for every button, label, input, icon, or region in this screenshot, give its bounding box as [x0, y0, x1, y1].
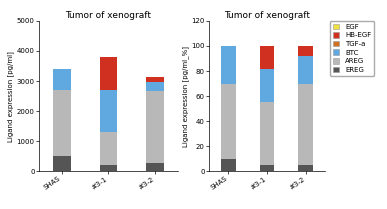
Bar	[99, 132, 117, 165]
Y-axis label: Ligand expression [pg/ml]: Ligand expression [pg/ml]	[7, 51, 14, 141]
Bar	[146, 163, 164, 171]
Bar	[146, 91, 164, 163]
Bar	[99, 57, 117, 90]
Bar	[221, 159, 236, 171]
Bar	[298, 46, 313, 56]
Bar	[298, 84, 313, 165]
Bar	[260, 46, 274, 69]
Y-axis label: Ligand expression [pg/ml_%]: Ligand expression [pg/ml_%]	[182, 46, 188, 147]
Title: Tumor of xenograft: Tumor of xenograft	[224, 11, 310, 20]
Bar	[99, 90, 117, 132]
Bar	[221, 46, 236, 84]
Bar	[260, 165, 274, 171]
Bar	[146, 82, 164, 91]
Bar	[298, 165, 313, 171]
Bar	[53, 156, 71, 171]
Title: Tumor of xenograft: Tumor of xenograft	[65, 11, 151, 20]
Bar	[221, 84, 236, 159]
Bar	[53, 90, 71, 156]
Legend: EGF, HB-EGF, TGF-a, BTC, AREG, EREG: EGF, HB-EGF, TGF-a, BTC, AREG, EREG	[330, 21, 374, 76]
Bar	[53, 69, 71, 90]
Bar	[260, 102, 274, 165]
Bar	[99, 165, 117, 171]
Bar	[298, 56, 313, 84]
Bar	[146, 77, 164, 82]
Bar	[260, 69, 274, 102]
